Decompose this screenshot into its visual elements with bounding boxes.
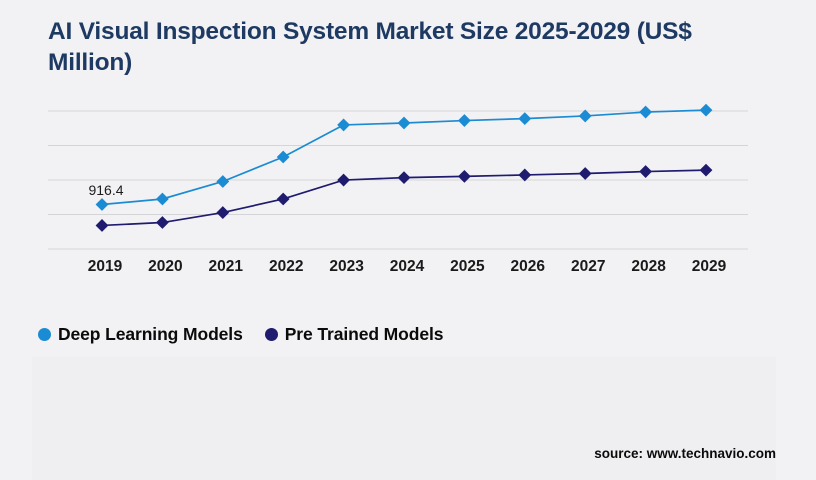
- data-point-deep-learning-models: [95, 198, 109, 211]
- data-point-pre-trained-models: [216, 206, 230, 219]
- data-point-pre-trained-models: [276, 192, 290, 206]
- chart-title: AI Visual Inspection System Market Size …: [48, 18, 692, 76]
- x-axis-label: 2022: [269, 258, 303, 275]
- x-axis-label: 2028: [631, 258, 666, 275]
- data-point-deep-learning-models: [518, 112, 532, 126]
- data-point-deep-learning-models: [337, 118, 350, 132]
- data-point-deep-learning-models: [699, 103, 713, 117]
- data-point-deep-learning-models: [458, 114, 471, 127]
- x-axis-label: 2021: [209, 258, 244, 275]
- x-axis-label: 2027: [571, 258, 605, 275]
- x-axis-label: 2019: [88, 258, 123, 275]
- legend-marker-deep-learning-icon: [38, 328, 51, 341]
- x-axis-label: 2026: [511, 258, 546, 275]
- data-point-pre-trained-models: [337, 173, 350, 187]
- data-point-pre-trained-models: [397, 171, 411, 185]
- x-axis-label: 2025: [450, 258, 485, 275]
- x-axis-label: 2020: [148, 258, 182, 275]
- data-point-deep-learning-models: [276, 150, 290, 164]
- x-axis-label: 2023: [329, 258, 364, 275]
- chart-legend: Deep Learning Models Pre Trained Models: [38, 324, 443, 345]
- data-point-deep-learning-models: [397, 116, 411, 130]
- legend-marker-pre-trained-icon: [264, 328, 278, 341]
- data-point-pre-trained-models: [518, 168, 532, 182]
- data-point-pre-trained-models: [639, 165, 652, 178]
- footer-background-panel: [32, 357, 776, 480]
- x-axis-label: 2029: [692, 258, 727, 275]
- line-chart: 2019 2020 2021 2022 2023 2024 2025 2026 2027 2028…: [48, 103, 748, 275]
- data-point-pre-trained-models: [95, 219, 109, 232]
- data-point-pre-trained-models: [699, 163, 713, 177]
- legend-label: Deep Learning Models: [58, 324, 243, 344]
- data-point-pre-trained-models: [458, 170, 471, 183]
- data-point-deep-learning-models: [639, 105, 652, 119]
- legend-item-deep-learning-models: Deep Learning Models: [38, 324, 243, 345]
- data-point-deep-learning-models: [156, 192, 169, 206]
- data-point-pre-trained-models: [578, 167, 592, 180]
- x-axis-label: 2024: [390, 258, 425, 275]
- legend-item-pre-trained-models: Pre Trained Models: [264, 324, 444, 345]
- data-point-pre-trained-models: [156, 216, 169, 229]
- legend-label: Pre Trained Models: [284, 324, 444, 344]
- data-point-deep-learning-models: [578, 109, 592, 123]
- source-attribution: source: www.technavio.com: [594, 446, 776, 461]
- data-point-deep-learning-models: [216, 175, 230, 188]
- data-label-annotation: 916.4: [88, 182, 123, 198]
